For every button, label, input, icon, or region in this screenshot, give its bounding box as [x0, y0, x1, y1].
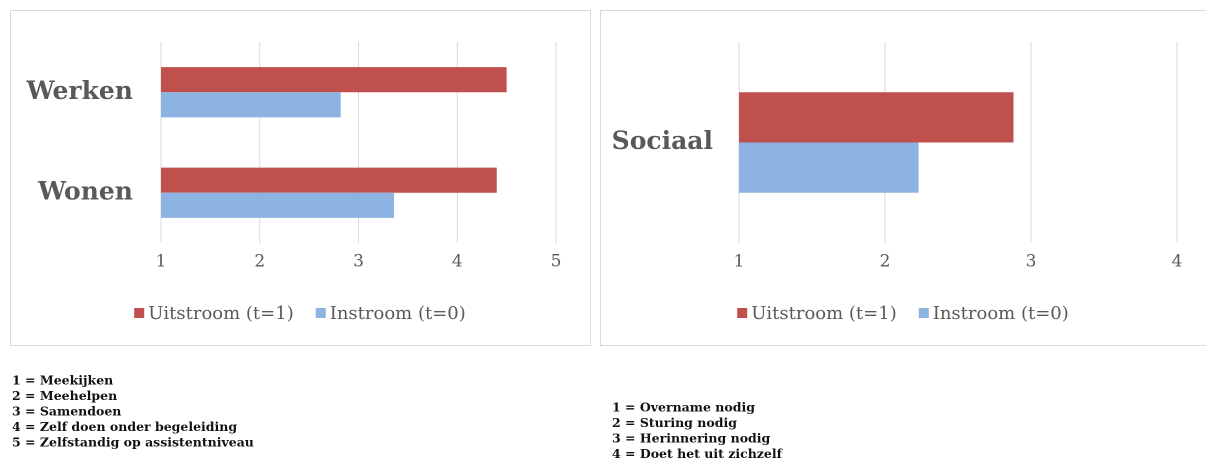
note: 3 = Herinnering nodig: [612, 431, 771, 446]
x-tick-label: 4: [452, 252, 463, 272]
x-tick-label: 3: [1026, 252, 1037, 272]
category-label: Werken: [25, 76, 133, 105]
bar: [739, 92, 1014, 143]
category-label: Wonen: [37, 176, 133, 205]
bar: [161, 67, 507, 93]
category-label: Sociaal: [612, 126, 713, 155]
x-tick-label: 2: [880, 252, 891, 272]
bar: [161, 192, 395, 218]
note: 3 = Samendoen: [12, 404, 121, 419]
note: 2 = Sturing nodig: [612, 415, 737, 430]
bar: [161, 167, 497, 193]
legend-label: Instroom (t=0): [933, 303, 1069, 324]
x-tick-label: 3: [353, 252, 364, 272]
legend-label: Uitstroom (t=1): [148, 303, 294, 324]
legend-swatch: [315, 308, 326, 318]
x-tick-label: 5: [551, 252, 562, 272]
bar: [161, 92, 341, 118]
x-tick-label: 2: [254, 252, 265, 272]
legend-swatch: [918, 308, 929, 318]
legend-swatch: [737, 308, 748, 318]
note: 1 = Meekijken: [12, 373, 113, 388]
x-tick-label: 1: [734, 252, 745, 272]
legend-label: Uitstroom (t=1): [751, 303, 897, 324]
x-tick-label: 4: [1172, 252, 1183, 272]
note: 5 = Zelfstandig op assistentniveau: [12, 435, 254, 450]
legend-label: Instroom (t=0): [330, 303, 466, 324]
x-tick-label: 1: [156, 252, 167, 272]
note: 4 = Doet het uit zichzelf: [612, 446, 784, 461]
note: 2 = Meehelpen: [12, 388, 117, 403]
bar: [739, 142, 919, 193]
note: 4 = Zelf doen onder begeleiding: [12, 419, 237, 434]
note: 1 = Overname nodig: [612, 400, 755, 415]
legend-swatch: [134, 308, 145, 318]
